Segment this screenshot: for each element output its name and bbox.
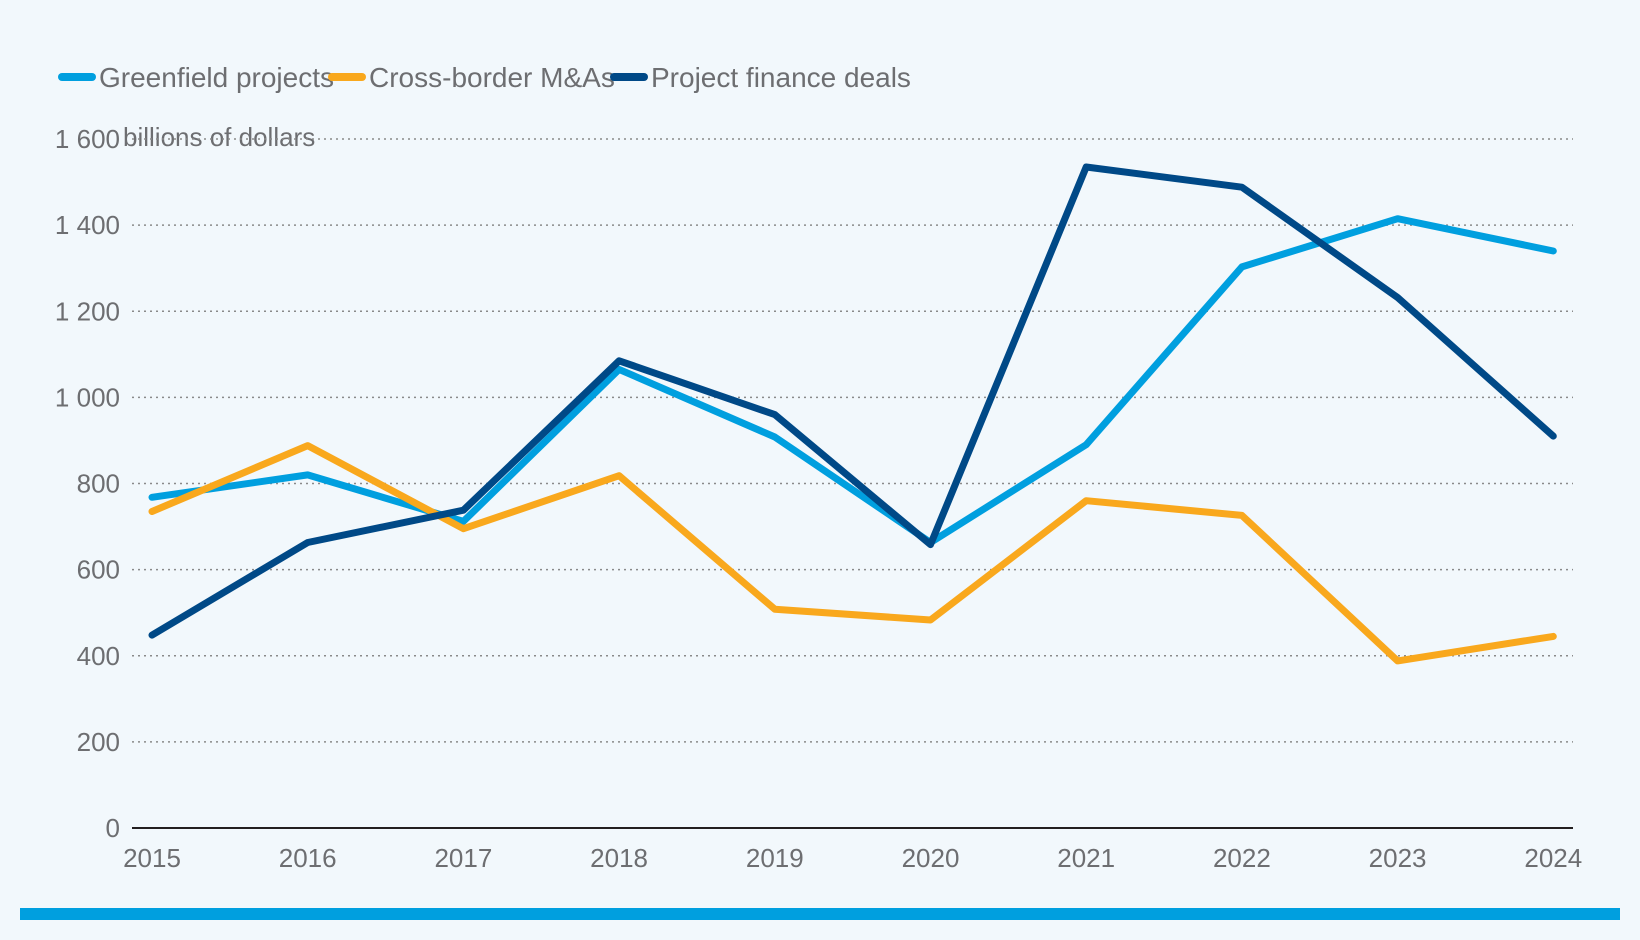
y-tick-label: 600 (77, 555, 120, 585)
y-tick-label: 1 000 (55, 382, 120, 412)
series-line-1 (148, 442, 1557, 665)
x-tick-label: 2023 (1369, 843, 1427, 873)
legend-label: Greenfield projects (99, 62, 334, 93)
x-tick-label: 2018 (590, 843, 648, 873)
x-tick-label: 2024 (1524, 843, 1582, 873)
y-tick-label: 200 (77, 727, 120, 757)
series-line-2 (148, 163, 1557, 639)
footer-accent-bar (20, 908, 1620, 920)
legend-label: Cross-border M&As (369, 62, 615, 93)
x-tick-label: 2022 (1213, 843, 1271, 873)
x-tick-label: 2019 (746, 843, 804, 873)
x-tick-label: 2021 (1057, 843, 1115, 873)
x-tick-label: 2015 (123, 843, 181, 873)
y-tick-label: 1 600 (55, 124, 120, 154)
y-tick-label: 800 (77, 469, 120, 499)
y-axis-ticks: 0 200 400 600 800 1 000 1 200 1 400 1 600 (55, 124, 120, 843)
series-line-0 (148, 215, 1557, 546)
x-tick-label: 2016 (279, 843, 337, 873)
x-tick-label: 2017 (434, 843, 492, 873)
legend: Greenfield projects Cross-border M&As Proj… (58, 62, 911, 93)
y-tick-label: 1 200 (55, 296, 120, 326)
series-lines (148, 163, 1557, 665)
unit-label: billions of dollars (123, 122, 315, 152)
x-axis-ticks: 2015 2016 2017 2018 2019 2020 2021 2022 2023 2024 (123, 843, 1582, 873)
x-tick-label: 2020 (902, 843, 960, 873)
legend-label: Project finance deals (651, 62, 911, 93)
y-tick-label: 400 (77, 641, 120, 671)
y-tick-label: 1 400 (55, 210, 120, 240)
y-tick-label: 0 (106, 813, 120, 843)
